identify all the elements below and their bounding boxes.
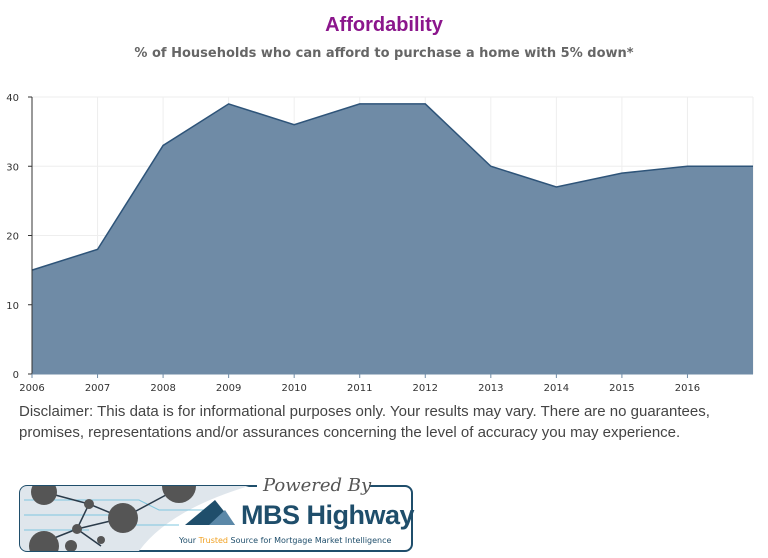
tagline-highlight: Trusted <box>198 536 228 545</box>
series-line <box>31 103 753 271</box>
x-tick-label: 2012 <box>413 383 438 394</box>
y-tick-label: 0 <box>13 370 19 381</box>
x-tick-label: 2007 <box>85 383 110 394</box>
powered-by-label: Powered By <box>263 475 372 496</box>
x-tick-label: 2009 <box>216 383 241 394</box>
x-tick-label: 2013 <box>478 383 503 394</box>
tagline-pre: Your <box>179 536 199 545</box>
tagline: Your Trusted Source for Mortgage Market … <box>179 536 391 546</box>
chart-subtitle: % of Households who can afford to purcha… <box>134 46 634 61</box>
disclaimer-text: Disclaimer: This data is for information… <box>19 403 710 441</box>
y-tick-label: 10 <box>6 301 19 312</box>
y-tick-label: 30 <box>6 162 19 173</box>
x-tick-label: 2008 <box>150 383 175 394</box>
x-tick-label: 2006 <box>19 383 44 394</box>
mbs-highway-logo[interactable]: Powered By MBS Highway Your Trusted Sour… <box>19 476 415 552</box>
x-tick-label: 2016 <box>675 383 700 394</box>
y-tick-label: 40 <box>6 93 19 104</box>
brand-name: MBS Highway <box>241 500 415 530</box>
x-tick-label: 2010 <box>281 383 306 394</box>
logo-graphic <box>19 480 413 552</box>
chart-title: Affordability <box>325 14 443 36</box>
x-tick-label: 2015 <box>609 383 634 394</box>
x-tick-label: 2011 <box>347 383 372 394</box>
area-chart: 0 10 20 30 40 2006 2007 2008 2009 2010 2011 2012 201… <box>6 93 754 394</box>
x-tick-label: 2014 <box>544 383 569 394</box>
area-series <box>32 103 753 375</box>
y-tick-label: 20 <box>6 232 19 243</box>
tagline-post: Source for Mortgage Market Intelligence <box>228 536 392 545</box>
